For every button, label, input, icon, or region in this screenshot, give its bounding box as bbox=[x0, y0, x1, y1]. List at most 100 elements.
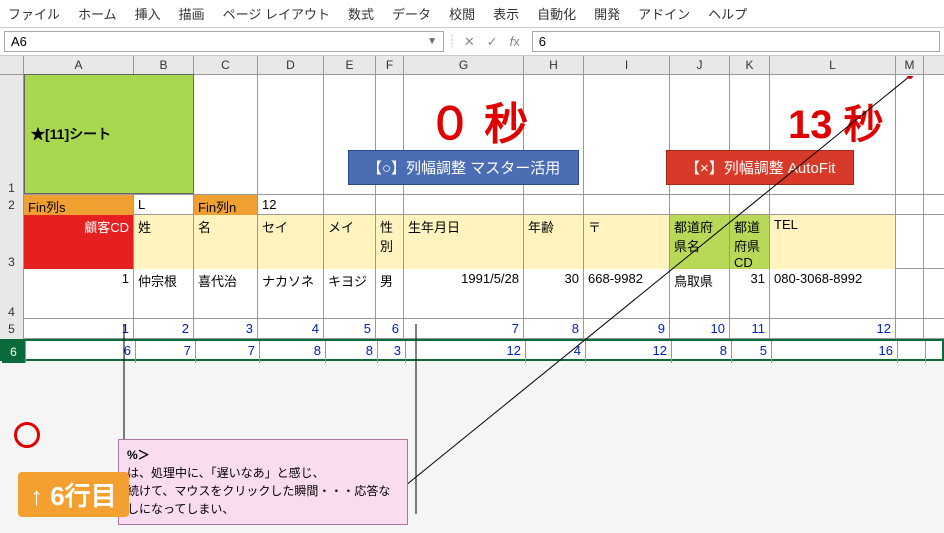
table-row: 4 1 仲宗根 喜代治 ナカソネ キヨジ 男 1991/5/28 30 668-… bbox=[0, 269, 944, 319]
cell[interactable]: セイ bbox=[258, 215, 324, 269]
menu-pagelayout[interactable]: ページ レイアウト bbox=[223, 4, 330, 23]
cell[interactable]: 9 bbox=[584, 319, 670, 339]
cell[interactable]: 080-3068-8992 bbox=[770, 269, 896, 319]
cell[interactable]: 男 bbox=[376, 269, 404, 319]
cancel-icon[interactable]: ✕ bbox=[460, 34, 479, 50]
col-header[interactable]: B bbox=[134, 56, 194, 74]
cell[interactable]: 1 bbox=[24, 319, 134, 339]
cell[interactable]: 1991/5/28 bbox=[404, 269, 524, 319]
row-header[interactable]: 6 bbox=[2, 341, 26, 363]
col-header[interactable]: F bbox=[376, 56, 404, 74]
formula-input[interactable]: 6 bbox=[532, 31, 940, 52]
cell[interactable]: 年齢 bbox=[524, 215, 584, 269]
cell[interactable]: 鳥取県 bbox=[670, 269, 730, 319]
row-header[interactable]: 3 bbox=[0, 215, 24, 269]
col-header[interactable]: D bbox=[258, 56, 324, 74]
col-header[interactable]: C bbox=[194, 56, 258, 74]
row6-callout: ↑ 6行目 bbox=[18, 472, 129, 517]
menu-addins[interactable]: アドイン bbox=[638, 4, 690, 23]
menu-file[interactable]: ファイル bbox=[8, 4, 60, 23]
button-autofit[interactable]: 【×】列幅調整 AutoFit bbox=[666, 150, 854, 185]
cell[interactable]: 7 bbox=[136, 341, 196, 363]
column-headers: A B C D E F G H I J K L M bbox=[0, 56, 944, 75]
cell[interactable]: 4 bbox=[258, 319, 324, 339]
cell[interactable]: 5 bbox=[732, 341, 772, 363]
cell[interactable]: 7 bbox=[404, 319, 524, 339]
cell[interactable]: 668-9982 bbox=[584, 269, 670, 319]
cell[interactable]: 10 bbox=[670, 319, 730, 339]
col-header[interactable]: H bbox=[524, 56, 584, 74]
chevron-down-icon[interactable]: ▼ bbox=[427, 36, 437, 47]
select-all[interactable] bbox=[0, 56, 24, 74]
cell[interactable]: 喜代治 bbox=[194, 269, 258, 319]
row-header[interactable]: 2 bbox=[0, 195, 24, 215]
cell[interactable]: 30 bbox=[524, 269, 584, 319]
cell[interactable]: 4 bbox=[526, 341, 586, 363]
col-header[interactable]: E bbox=[324, 56, 376, 74]
cell[interactable]: 12 bbox=[406, 341, 526, 363]
cell[interactable]: Fin列n bbox=[194, 195, 258, 215]
menu-formulas[interactable]: 数式 bbox=[348, 4, 374, 23]
col-header[interactable]: I bbox=[584, 56, 670, 74]
row-header[interactable]: 1 bbox=[0, 75, 24, 195]
row-header[interactable]: 5 bbox=[0, 319, 24, 339]
cell[interactable]: 16 bbox=[772, 341, 898, 363]
cell[interactable]: メイ bbox=[324, 215, 376, 269]
enter-icon[interactable]: ✓ bbox=[483, 34, 502, 50]
fx-icon[interactable]: fx bbox=[506, 34, 524, 49]
row-header[interactable]: 4 bbox=[0, 269, 24, 319]
cell[interactable]: ナカソネ bbox=[258, 269, 324, 319]
cell[interactable]: 8 bbox=[326, 341, 378, 363]
col-header[interactable]: A bbox=[24, 56, 134, 74]
cell[interactable]: 11 bbox=[730, 319, 770, 339]
cell[interactable]: 都道府県CD bbox=[730, 215, 770, 269]
cell[interactable]: 1 bbox=[24, 269, 134, 319]
cell[interactable]: 都道府県名 bbox=[670, 215, 730, 269]
col-header[interactable]: M bbox=[896, 56, 924, 74]
cell[interactable]: 12 bbox=[586, 341, 672, 363]
cell[interactable]: 3 bbox=[378, 341, 406, 363]
cell[interactable]: 2 bbox=[134, 319, 194, 339]
cell[interactable]: 8 bbox=[524, 319, 584, 339]
cell[interactable]: 6 bbox=[26, 341, 136, 363]
menu-automate[interactable]: 自動化 bbox=[537, 4, 576, 23]
cell[interactable]: 12 bbox=[770, 319, 896, 339]
menu-insert[interactable]: 挿入 bbox=[135, 4, 161, 23]
cell[interactable]: 8 bbox=[260, 341, 326, 363]
col-header[interactable]: L bbox=[770, 56, 896, 74]
cell[interactable]: 名 bbox=[194, 215, 258, 269]
button-master[interactable]: 【○】列幅調整 マスター活用 bbox=[348, 150, 579, 185]
cell[interactable]: L bbox=[134, 195, 194, 215]
cell[interactable]: 性別 bbox=[376, 215, 404, 269]
menu-bar: ファイル ホーム 挿入 描画 ページ レイアウト 数式 データ 校閲 表示 自動… bbox=[0, 0, 944, 28]
menu-draw[interactable]: 描画 bbox=[179, 4, 205, 23]
menu-developer[interactable]: 開発 bbox=[594, 4, 620, 23]
col-header[interactable]: J bbox=[670, 56, 730, 74]
cell[interactable]: 6 bbox=[376, 319, 404, 339]
menu-view[interactable]: 表示 bbox=[493, 4, 519, 23]
menu-review[interactable]: 校閲 bbox=[449, 4, 475, 23]
col-header[interactable]: G bbox=[404, 56, 524, 74]
cell[interactable]: 生年月日 bbox=[404, 215, 524, 269]
menu-help[interactable]: ヘルプ bbox=[708, 4, 747, 23]
cell[interactable]: 8 bbox=[672, 341, 732, 363]
cell[interactable]: 仲宗根 bbox=[134, 269, 194, 319]
cell[interactable]: 7 bbox=[196, 341, 260, 363]
name-box[interactable]: A6 ▼ bbox=[4, 31, 444, 52]
cell[interactable]: 5 bbox=[324, 319, 376, 339]
spreadsheet-grid: A B C D E F G H I J K L M 1 2 Fin列s L Fi… bbox=[0, 56, 944, 361]
cell[interactable]: キヨジ bbox=[324, 269, 376, 319]
cell[interactable]: 12 bbox=[258, 195, 324, 215]
cell[interactable]: TEL bbox=[770, 215, 896, 269]
menu-data[interactable]: データ bbox=[392, 4, 431, 23]
cell[interactable]: 顧客CD bbox=[24, 215, 134, 269]
timer-0: ０ 秒 bbox=[428, 88, 528, 152]
cell[interactable]: 〒 bbox=[584, 215, 670, 269]
cell[interactable]: 3 bbox=[194, 319, 258, 339]
menu-home[interactable]: ホーム bbox=[78, 4, 117, 23]
table-row: 6 6 7 7 8 8 3 12 4 12 8 5 16 bbox=[0, 339, 944, 361]
cell[interactable]: 31 bbox=[730, 269, 770, 319]
cell[interactable]: Fin列s bbox=[24, 195, 134, 215]
cell[interactable]: 姓 bbox=[134, 215, 194, 269]
col-header[interactable]: K bbox=[730, 56, 770, 74]
